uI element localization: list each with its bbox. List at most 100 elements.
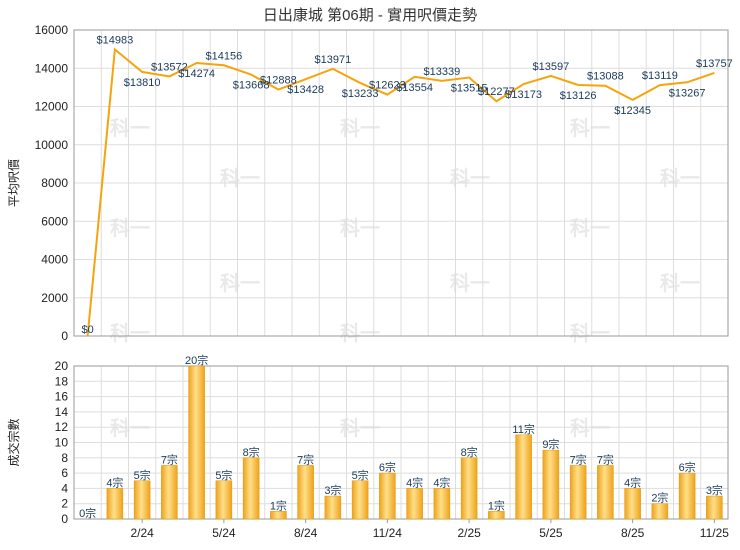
price-data-label: $13971 — [315, 54, 352, 66]
x-tick-label: 8/25 — [621, 526, 645, 540]
volume-data-label: 7宗 — [597, 452, 614, 466]
price-data-label: $12277 — [478, 86, 515, 98]
volume-bar — [488, 511, 505, 520]
volume-bar — [106, 488, 124, 520]
watermark-text: 科一 — [570, 116, 610, 140]
volume-bar — [351, 480, 369, 520]
x-tick-label: 11/25 — [700, 526, 729, 540]
volume-data-label: 0宗 — [79, 506, 96, 520]
price-data-label: $13810 — [124, 77, 161, 89]
x-tick-label: 5/24 — [212, 526, 236, 540]
volume-data-label: 4宗 — [406, 475, 423, 489]
volume-data-label: 6宗 — [679, 460, 696, 474]
price-y-tick: 12000 — [35, 100, 69, 114]
volume-plot-frame — [73, 365, 729, 520]
watermark-text: 科一 — [450, 271, 490, 295]
volume-data-label: 2宗 — [651, 491, 668, 505]
volume-data-label: 4宗 — [106, 475, 123, 489]
x-tick-label: 2/25 — [457, 526, 481, 540]
volume-bar — [624, 488, 641, 520]
volume-y-tick: 16 — [55, 390, 69, 404]
volume-bar — [542, 449, 560, 520]
volume-bar — [379, 472, 396, 520]
volume-data-label: 7宗 — [297, 452, 314, 466]
volume-y-tick: 14 — [55, 405, 69, 419]
price-y-tick: 6000 — [41, 214, 68, 228]
price-data-label: $13088 — [587, 71, 624, 83]
price-data-label: $13428 — [287, 84, 324, 96]
price-data-label: $12623 — [369, 80, 406, 92]
price-data-label: $13572 — [151, 61, 188, 73]
volume-grid — [73, 365, 729, 520]
x-tick-label: 11/24 — [373, 526, 402, 540]
volume-bar — [270, 511, 287, 520]
price-data-label: $13554 — [396, 82, 433, 94]
watermark-text: 科一 — [660, 166, 700, 190]
watermark-text: 科一 — [110, 416, 150, 440]
volume-bar — [433, 488, 451, 520]
price-y-tick: 2000 — [41, 291, 68, 305]
volume-y-tick: 4 — [61, 481, 68, 495]
price-data-label: $12888 — [260, 75, 297, 87]
price-y-tick: 14000 — [35, 61, 69, 75]
volume-data-label: 5宗 — [215, 468, 232, 482]
watermark-text: 科一 — [110, 216, 150, 240]
volume-data-label: 9宗 — [542, 437, 559, 451]
volume-bar — [297, 465, 314, 520]
price-plot-frame — [73, 29, 729, 337]
volume-data-label: 11宗 — [512, 422, 534, 436]
price-data-label: $0 — [82, 324, 94, 336]
x-tick-label: 2/24 — [130, 526, 154, 540]
volume-data-label: 6宗 — [379, 460, 396, 474]
watermark-text: 科一 — [660, 271, 700, 295]
price-y-tick: 10000 — [35, 138, 69, 152]
price-y-axis-label: 平均呎價 — [7, 159, 21, 207]
x-tick-label: 8/24 — [294, 526, 318, 540]
volume-data-label: 3宗 — [706, 483, 723, 497]
volume-bar — [678, 472, 696, 520]
volume-data-label: 4宗 — [433, 475, 450, 489]
volume-y-tick: 6 — [61, 466, 68, 480]
x-axis: 2/24 5/24 8/24 11/24 2/25 5/25 8/25 11/25 — [130, 519, 729, 540]
volume-data-label: 20宗 — [185, 353, 208, 367]
volume-data-label: 1宗 — [270, 498, 287, 512]
volume-series: 0宗 4宗 5宗 7宗 20宗 5宗 8宗 1宗 7宗 3宗 5宗 6宗 4宗 4宗 8宗 1宗 11宗 9宗 7宗… — [79, 353, 723, 520]
price-y-tick: 16000 — [35, 23, 69, 37]
price-data-label: $14156 — [206, 50, 243, 62]
watermark-text: 科一 — [570, 416, 610, 440]
price-data-label: $12345 — [614, 105, 651, 117]
watermark-text: 科一 — [450, 166, 490, 190]
price-y-tick: 0 — [61, 329, 68, 343]
watermark-text: 科一 — [110, 321, 150, 345]
volume-data-label: 7宗 — [570, 452, 587, 466]
volume-y-tick: 12 — [55, 420, 69, 434]
volume-bar — [242, 457, 260, 520]
volume-data-label: 4宗 — [624, 475, 641, 489]
price-data-label: $13757 — [696, 58, 733, 70]
volume-bar — [515, 434, 532, 520]
volume-y-tick: 10 — [55, 436, 69, 450]
volume-y-axis-label: 成交宗數 — [6, 418, 21, 466]
watermark-text: 科一 — [570, 321, 610, 345]
price-data-label: $13119 — [642, 70, 678, 82]
x-tick-label: 5/25 — [539, 526, 563, 540]
chart-title: 日出康城 第06期 - 實用呎價走勢 — [263, 6, 477, 24]
price-data-label: $13339 — [424, 66, 461, 78]
watermark-text: 科一 — [220, 271, 260, 295]
watermark-text: 科一 — [570, 216, 610, 240]
volume-data-label: 7宗 — [161, 452, 178, 466]
volume-y-tick: 0 — [61, 512, 68, 526]
volume-data-label: 3宗 — [324, 483, 341, 497]
volume-y-tick: 18 — [55, 374, 69, 388]
price-y-tick: 8000 — [41, 176, 68, 190]
volume-bar — [569, 465, 587, 520]
volume-data-label: 5宗 — [352, 468, 369, 482]
volume-bar — [324, 495, 342, 520]
volume-bar — [215, 480, 233, 520]
watermark-text: 科一 — [220, 166, 260, 190]
volume-bar — [133, 480, 151, 520]
price-line — [86, 47, 715, 337]
